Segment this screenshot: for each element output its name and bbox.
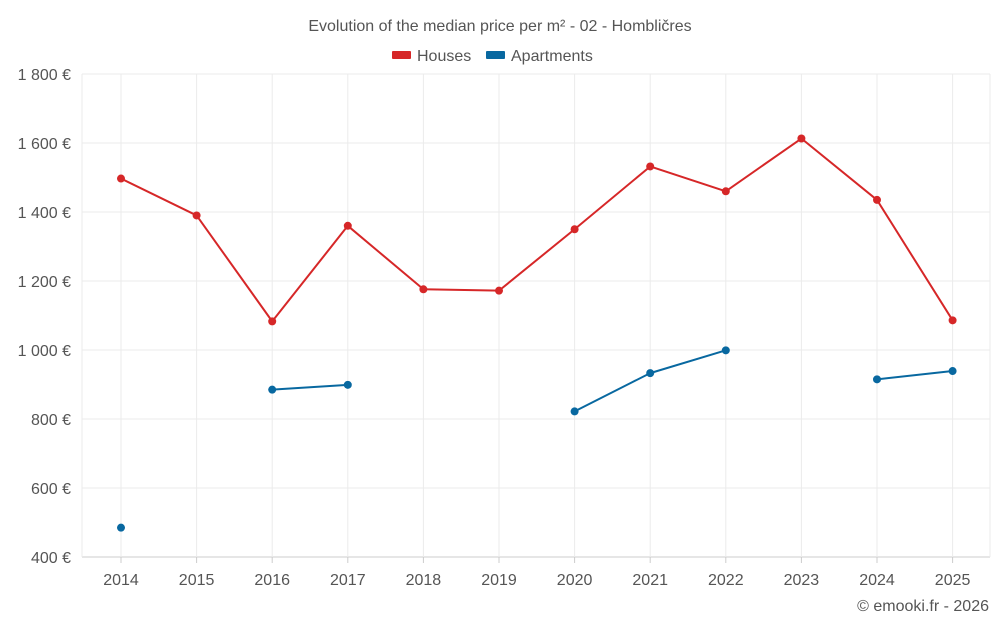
- x-axis: 2014 2015 2016 2017 2018 2019 2020 2021 2022 2023…: [103, 572, 970, 589]
- series-line-segment: [120, 137, 954, 323]
- x-tick-label: 2022: [708, 572, 744, 589]
- data-point: [343, 380, 352, 389]
- grid: [81, 73, 991, 563]
- legend-swatch-houses: [392, 51, 411, 59]
- data-point: [343, 221, 352, 230]
- data-point: [419, 285, 428, 294]
- credit-text: © emooki.fr - 2026: [857, 598, 989, 615]
- series-houses: [117, 134, 957, 326]
- data-point: [646, 162, 655, 171]
- data-point: [646, 369, 655, 378]
- x-tick-label: 2016: [254, 572, 290, 589]
- series-apartments: [117, 346, 957, 532]
- x-tick-label: 2021: [632, 572, 668, 589]
- series-group: [117, 134, 957, 532]
- x-tick-label: 2025: [935, 572, 971, 589]
- data-point: [268, 385, 277, 394]
- data-point: [797, 134, 806, 143]
- legend-label-houses: Houses: [417, 48, 471, 65]
- series-line-segment: [272, 383, 348, 391]
- x-tick-label: 2019: [481, 572, 517, 589]
- data-point: [948, 316, 957, 325]
- x-tick-label: 2020: [557, 572, 593, 589]
- legend-label-apartments: Apartments: [511, 48, 593, 65]
- data-point: [192, 211, 201, 220]
- y-tick-label: 400 €: [31, 550, 71, 567]
- data-point: [117, 523, 125, 532]
- y-tick-label: 800 €: [31, 412, 71, 429]
- legend-swatch-apartments: [486, 51, 505, 59]
- data-point: [721, 346, 730, 355]
- y-tick-label: 1 400 €: [18, 205, 71, 222]
- x-tick-label: 2017: [330, 572, 366, 589]
- data-point: [570, 225, 579, 234]
- y-tick-label: 1 600 €: [18, 136, 71, 153]
- series-line-segment: [876, 370, 953, 381]
- y-tick-label: 1 800 €: [18, 67, 71, 84]
- y-tick-label: 1 000 €: [18, 343, 71, 360]
- x-tick-label: 2023: [784, 572, 820, 589]
- y-tick-label: 1 200 €: [18, 274, 71, 291]
- data-point: [873, 375, 881, 384]
- chart-title: Evolution of the median price per m² - 0…: [308, 18, 691, 35]
- y-tick-label: 600 €: [31, 481, 71, 498]
- y-axis: 400 € 600 € 800 € 1 000 € 1 200 € 1 400 € 1 60…: [18, 67, 71, 567]
- legend: Houses Apartments: [392, 48, 593, 65]
- data-point: [948, 367, 957, 376]
- data-point: [721, 187, 730, 196]
- data-point: [117, 174, 125, 183]
- x-tick-label: 2015: [179, 572, 215, 589]
- x-tick-label: 2018: [406, 572, 442, 589]
- x-tick-label: 2014: [103, 572, 139, 589]
- data-point: [570, 407, 579, 416]
- data-point: [268, 317, 277, 326]
- data-point: [873, 195, 881, 204]
- data-point: [495, 286, 503, 295]
- x-tick-label: 2024: [859, 572, 895, 589]
